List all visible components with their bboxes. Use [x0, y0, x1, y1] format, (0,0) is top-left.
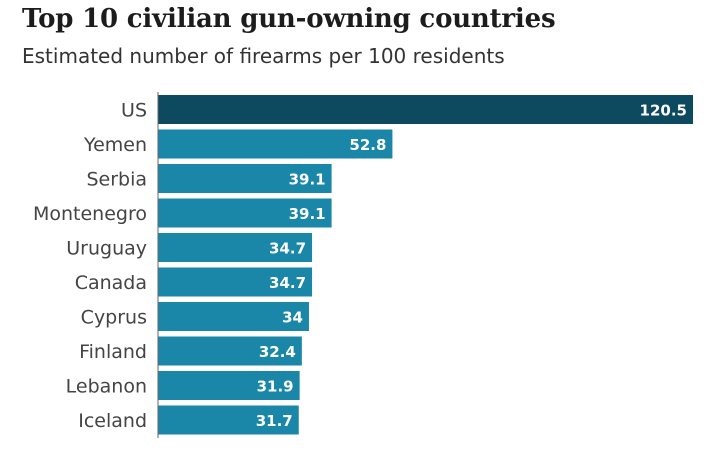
- bar-serbia: [158, 164, 332, 193]
- value-label-iceland: 31.7: [256, 412, 293, 430]
- category-label-iceland: Iceland: [78, 410, 147, 432]
- value-label-cyprus: 34: [282, 309, 303, 327]
- category-label-montenegro: Montenegro: [33, 203, 147, 225]
- value-label-serbia: 39.1: [289, 171, 326, 189]
- value-label-finland: 32.4: [259, 343, 296, 361]
- category-label-cyprus: Cyprus: [81, 307, 147, 329]
- value-label-yemen: 52.8: [349, 136, 386, 154]
- bar-uruguay: [158, 233, 313, 262]
- category-label-yemen: Yemen: [83, 134, 147, 156]
- bar-iceland: [158, 405, 299, 435]
- chart-title: Top 10 civilian gun-owning countries: [22, 4, 556, 34]
- bar-canada: [158, 267, 313, 297]
- category-label-lebanon: Lebanon: [66, 376, 147, 398]
- bar-lebanon: [158, 371, 300, 400]
- bar-finland: [158, 336, 302, 366]
- value-label-montenegro: 39.1: [289, 205, 326, 223]
- category-label-us: US: [121, 100, 147, 122]
- value-label-us: 120.5: [640, 102, 687, 120]
- chart-subtitle: Estimated number of firearms per 100 res…: [22, 44, 505, 68]
- category-label-canada: Canada: [75, 272, 147, 294]
- bar-cyprus: [158, 302, 309, 331]
- category-label-finland: Finland: [79, 341, 147, 363]
- value-label-canada: 34.7: [269, 274, 306, 292]
- value-label-lebanon: 31.9: [257, 378, 294, 396]
- category-label-uruguay: Uruguay: [66, 238, 147, 260]
- bar-us: [158, 95, 693, 124]
- bar-yemen: [158, 129, 393, 159]
- value-label-uruguay: 34.7: [269, 240, 306, 258]
- category-label-serbia: Serbia: [86, 169, 147, 191]
- bar-montenegro: [158, 198, 332, 228]
